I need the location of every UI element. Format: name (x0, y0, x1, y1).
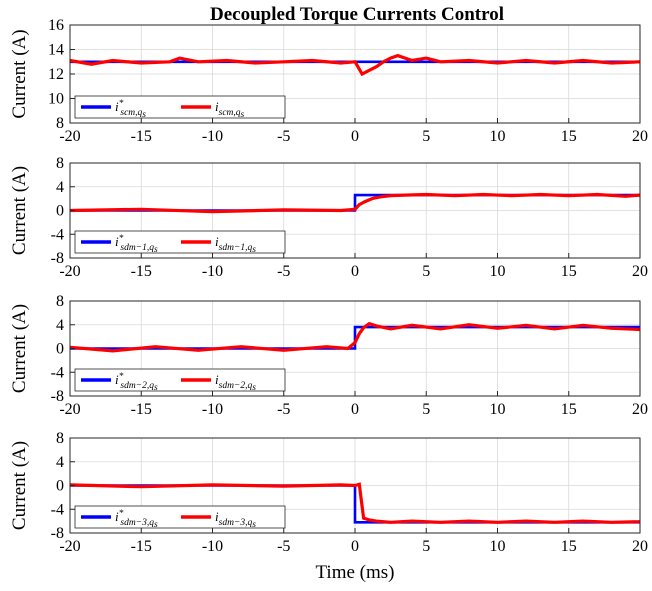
legend-entry: isdm−2,qs (215, 372, 256, 393)
x-tick-label: -20 (59, 128, 80, 145)
legend-entry: iscm,qs (215, 99, 245, 120)
legend-box (74, 230, 286, 254)
legend-box (74, 505, 286, 529)
panel-1: -20 -15 -10 -5 0 5 10 15 20 8 10 12 14 16 Current (A) i… (9, 17, 648, 145)
legend: i* sdm−1,qs isdm−1,qs (74, 230, 286, 255)
y-tick-label: 0 (56, 478, 64, 495)
x-tick-label: 0 (351, 128, 359, 145)
measured-line (69, 321, 641, 353)
x-tick-label: 10 (490, 401, 506, 418)
y-tick-label: 0 (56, 203, 64, 220)
y-axis-label: Current (A) (9, 29, 30, 118)
y-tick-label: 14 (48, 42, 64, 59)
x-tick-label: -5 (277, 401, 290, 418)
y-tick-label: 4 (56, 317, 64, 334)
x-tick-label: -20 (59, 263, 80, 280)
x-tick-label: 15 (561, 538, 577, 555)
y-tick-label: 8 (56, 115, 64, 132)
measured-line (69, 482, 641, 524)
x-tick-label: 0 (351, 538, 359, 555)
y-tick-label: 4 (56, 454, 64, 471)
y-tick-label: 8 (56, 155, 64, 172)
y-tick-label: 16 (48, 17, 64, 34)
legend-entry: isdm−1,qs (215, 234, 256, 255)
x-axis-label: Time (ms) (315, 562, 394, 583)
x-tick-label: -10 (202, 263, 223, 280)
x-tick-label: 20 (632, 538, 648, 555)
x-tick-label: 10 (490, 538, 506, 555)
y-tick-label: -8 (51, 250, 64, 267)
x-tick-label: 0 (351, 401, 359, 418)
legend: i* sdm−2,qs isdm−2,qs (74, 368, 286, 393)
y-tick-label: 8 (56, 430, 64, 447)
y-tick-label: -8 (51, 388, 64, 405)
y-tick-label: 4 (56, 179, 64, 196)
legend-entry: i* sdm−3,qs (115, 509, 158, 530)
x-tick-label: -20 (59, 538, 80, 555)
y-axis-label: Current (A) (9, 166, 30, 255)
measured-line (69, 53, 641, 77)
legend: i* scm,qs iscm,qs (74, 95, 286, 120)
legend-entry: isdm−3,qs (215, 509, 256, 530)
x-tick-label: 15 (561, 128, 577, 145)
x-tick-label: -15 (131, 128, 152, 145)
x-tick-label: -10 (202, 538, 223, 555)
legend-entry: i* sdm−1,qs (115, 234, 158, 255)
legend-box (74, 95, 286, 119)
x-tick-label: 0 (351, 263, 359, 280)
x-tick-label: -5 (277, 538, 290, 555)
legend-box (74, 368, 286, 392)
x-tick-label: 15 (561, 263, 577, 280)
legend-entry: i* scm,qs (115, 99, 146, 120)
y-tick-label: 10 (48, 91, 64, 108)
y-tick-label: 12 (48, 66, 64, 83)
legend-entry: i* sdm−2,qs (115, 372, 158, 393)
x-tick-label: -5 (277, 128, 290, 145)
y-tick-label: 8 (56, 293, 64, 310)
x-tick-label: -10 (202, 128, 223, 145)
x-tick-label: 15 (561, 401, 577, 418)
legend: i* sdm−3,qs isdm−3,qs (74, 505, 286, 530)
x-tick-label: 10 (490, 128, 506, 145)
x-tick-label: 10 (490, 263, 506, 280)
y-tick-label: -4 (51, 501, 64, 518)
x-tick-label: -5 (277, 263, 290, 280)
panel-3: -20 -15 -10 -5 0 5 10 15 20 -8 -4 0 4 8 Current (A) i* s… (9, 293, 648, 418)
y-axis-label: Current (A) (9, 304, 30, 393)
x-tick-label: -15 (131, 401, 152, 418)
y-tick-label: -4 (51, 364, 64, 381)
x-tick-label: 20 (632, 128, 648, 145)
panel-2: -20 -15 -10 -5 0 5 10 15 20 -8 -4 0 4 8 Current (A) i* s… (9, 155, 648, 280)
x-tick-label: 20 (632, 263, 648, 280)
x-tick-label: 20 (632, 401, 648, 418)
x-tick-label: 5 (422, 538, 430, 555)
measured-line (69, 192, 641, 214)
x-tick-label: -20 (59, 401, 80, 418)
y-tick-label: -8 (51, 525, 64, 542)
x-tick-label: -15 (131, 538, 152, 555)
x-tick-label: 5 (422, 263, 430, 280)
x-tick-label: 5 (422, 401, 430, 418)
y-axis-label: Current (A) (9, 441, 30, 530)
chart-title: Decoupled Torque Currents Control (210, 4, 504, 25)
x-tick-label: 5 (422, 128, 430, 145)
panel-4: -20 -15 -10 -5 0 5 10 15 20 -8 -4 0 4 8 Current (A) Tim… (9, 430, 648, 583)
y-tick-label: -4 (51, 226, 64, 243)
y-tick-label: 0 (56, 341, 64, 358)
x-tick-label: -15 (131, 263, 152, 280)
x-tick-label: -10 (202, 401, 223, 418)
